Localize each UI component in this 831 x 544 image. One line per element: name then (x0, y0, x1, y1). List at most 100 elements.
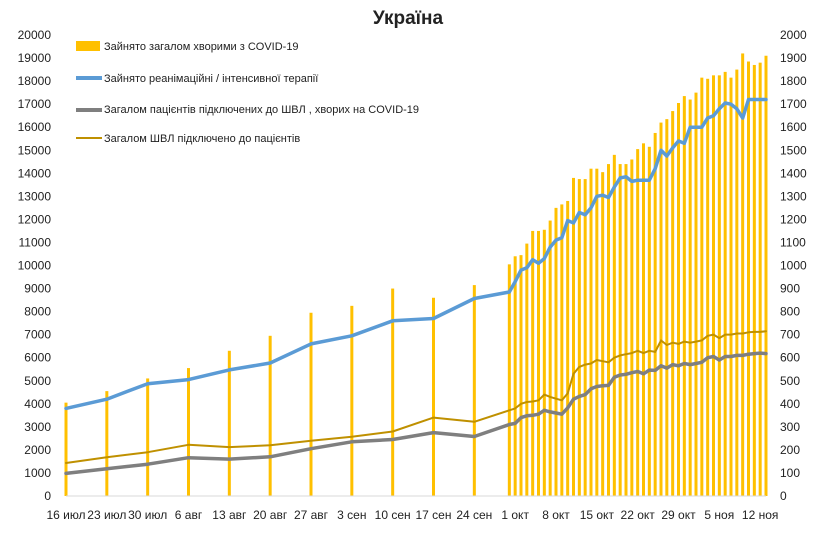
right-y-tick-label: 500 (780, 374, 800, 388)
bar (560, 204, 564, 497)
line-series (64, 97, 768, 476)
left-y-tick-label: 1000 (24, 466, 51, 480)
left-y-tick-label: 11000 (19, 235, 52, 249)
right-y-tick-label: 1500 (780, 143, 807, 157)
x-tick-label: 15 окт (580, 508, 615, 522)
left-y-tick-label: 2000 (24, 443, 51, 457)
right-y-tick-label: 1600 (780, 120, 807, 134)
bar (659, 122, 663, 496)
x-tick-label: 24 сен (456, 508, 492, 522)
bar (682, 96, 686, 497)
legend-item-bars: Зайнято загалом хворими з COVID-19 (76, 41, 299, 53)
x-tick-label: 22 окт (621, 508, 656, 522)
left-y-tick-label: 9000 (24, 282, 51, 296)
x-tick-label: 1 окт (501, 508, 529, 522)
bar (741, 53, 745, 496)
bar (729, 77, 733, 496)
x-tick-label: 6 авг (175, 508, 203, 522)
right-y-tick-label: 700 (780, 328, 800, 342)
right-y-tick-label: 200 (780, 443, 800, 457)
bar (577, 179, 581, 496)
x-tick-label: 3 сен (337, 508, 366, 522)
bar (350, 305, 354, 496)
right-y-tick-label: 1200 (780, 212, 807, 226)
legend-label-bars: Зайнято загалом хворими з COVID-19 (104, 41, 299, 53)
x-tick-label: 16 июл (46, 508, 85, 522)
bar (391, 288, 395, 496)
bar (146, 378, 150, 496)
right-y-tick-label: 1300 (780, 189, 807, 203)
bar (647, 146, 651, 497)
left-y-tick-label: 14000 (18, 166, 52, 180)
legend-swatch-bars (76, 41, 100, 51)
bar (694, 92, 698, 496)
bar (268, 335, 272, 496)
bar (531, 230, 535, 497)
bar (688, 99, 692, 496)
legend-item-icu: Зайнято реанімаційні / інтенсивної терап… (76, 73, 318, 85)
right-y-axis: 0 100 200 300 400 500 600 700 800 900 1000 1100 1200… (780, 28, 807, 503)
right-y-tick-label: 1100 (780, 235, 806, 249)
right-y-tick-label: 100 (780, 466, 800, 480)
left-y-tick-label: 20000 (18, 28, 52, 42)
x-axis: 16 июл 23 июл 30 июл 6 авг 13 авг 20 авг 27 ав… (46, 508, 778, 522)
left-y-tick-label: 19000 (18, 51, 52, 65)
left-y-tick-label: 15000 (18, 143, 52, 157)
x-tick-label: 27 авг (294, 508, 329, 522)
patients-ventilated-line (64, 351, 768, 476)
bar (554, 207, 558, 496)
bar (612, 154, 616, 497)
left-y-tick-label: 7000 (24, 328, 51, 342)
bar (583, 179, 587, 496)
bar (700, 77, 704, 496)
right-y-tick-label: 2000 (780, 28, 807, 42)
x-tick-label: 20 авг (253, 508, 288, 522)
bar (665, 119, 669, 496)
x-tick-label: 10 сен (375, 508, 411, 522)
bar (227, 350, 231, 496)
bar (595, 168, 599, 496)
right-y-tick-label: 300 (780, 420, 800, 434)
bar (105, 391, 109, 496)
bar (618, 164, 622, 496)
x-tick-label: 5 ноя (704, 508, 734, 522)
bar (432, 297, 435, 496)
bar-series (64, 53, 768, 497)
right-y-tick-label: 900 (780, 282, 800, 296)
bar (519, 255, 523, 496)
bar (653, 132, 657, 496)
x-tick-label: 23 июл (87, 508, 126, 522)
legend-label-ventilators-connected: Загалом ШВЛ підключено до пацієнтів (104, 133, 300, 145)
bar (717, 75, 721, 497)
bar (589, 168, 593, 496)
bar (636, 149, 640, 496)
bar (601, 172, 605, 496)
right-y-tick-label: 400 (780, 397, 800, 411)
bar (572, 177, 575, 496)
legend-item-patients-ventilated: Загалом пацієнтів підключених до ШВЛ , х… (76, 104, 419, 116)
left-y-tick-label: 0 (44, 489, 51, 503)
bar (747, 61, 750, 496)
bar (624, 164, 628, 496)
bar (566, 200, 570, 496)
left-y-tick-label: 6000 (24, 351, 51, 365)
bar (548, 220, 552, 497)
bar (642, 143, 645, 496)
left-y-tick-label: 13000 (18, 189, 52, 203)
bar (735, 69, 739, 496)
x-tick-label: 17 сен (416, 508, 452, 522)
x-tick-label: 8 окт (542, 508, 570, 522)
left-y-tick-label: 10000 (18, 259, 52, 273)
icu-line (64, 97, 768, 411)
bar (677, 102, 680, 496)
right-y-tick-label: 600 (780, 351, 800, 365)
right-y-tick-label: 800 (780, 305, 800, 319)
bar (507, 264, 511, 496)
right-y-tick-label: 0 (780, 489, 787, 503)
left-y-tick-label: 17000 (18, 97, 52, 111)
bar (525, 243, 529, 496)
bar (542, 229, 546, 496)
bar (607, 164, 610, 496)
left-y-tick-label: 3000 (24, 420, 51, 434)
